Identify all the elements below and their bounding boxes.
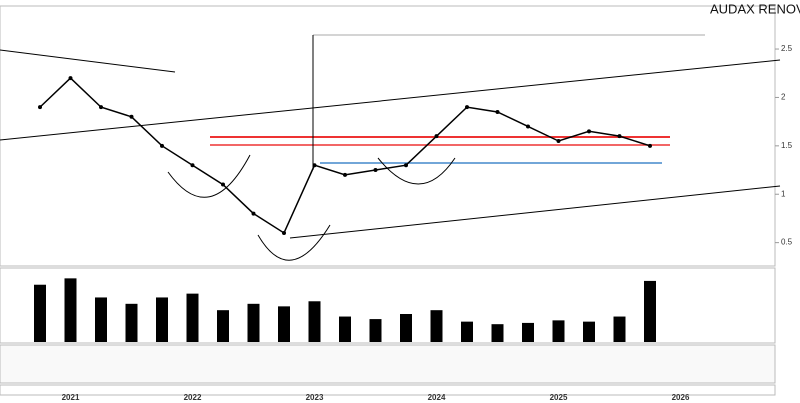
volume-bar [613, 316, 626, 342]
volume-bar [552, 320, 565, 342]
price-point [160, 143, 164, 148]
volume-bar [125, 303, 138, 342]
volume-bar [583, 321, 595, 342]
price-point [251, 211, 256, 216]
volume-bar [34, 284, 46, 342]
price-point [434, 134, 439, 139]
volume-bar [522, 322, 534, 342]
pattern-arc [167, 154, 251, 198]
price-point [648, 143, 652, 148]
price-point [495, 109, 500, 114]
x-tick-label: 2026 [672, 393, 690, 402]
volume-bar [644, 280, 656, 342]
oscillator-panel [0, 344, 776, 384]
price-point [312, 163, 317, 168]
volume-bar [400, 314, 412, 342]
x-tick-label: 2023 [306, 393, 324, 402]
x-tick-label: 2024 [428, 393, 446, 402]
x-tick-label: 2022 [184, 393, 202, 402]
trend-line [289, 185, 781, 239]
volume-bar [369, 319, 382, 342]
price-point [190, 163, 195, 168]
price-point [526, 124, 530, 129]
x-tick-label: 2025 [550, 393, 568, 402]
price-point [373, 168, 378, 173]
y-tick-label: 2 [781, 93, 786, 102]
volume-bar [156, 297, 168, 342]
price-point [221, 182, 225, 187]
volume-bar [186, 293, 199, 342]
volume-bar [461, 321, 473, 342]
trend-line [0, 59, 781, 141]
volume-bar [95, 297, 107, 342]
signal-panel [0, 384, 776, 396]
volume-bar [64, 278, 77, 342]
y-tick-label: 1.5 [781, 141, 793, 150]
price-point [343, 172, 347, 177]
volume-bar [217, 310, 229, 342]
price-point [68, 76, 73, 81]
price-point [404, 163, 408, 168]
volume-bar [247, 303, 260, 342]
price-point [38, 105, 42, 110]
y-tick-label: 1 [781, 189, 786, 198]
volume-bar [278, 306, 290, 342]
volume-panel [0, 267, 776, 344]
volume-bar [491, 324, 504, 342]
y-tick-label: 2.5 [781, 44, 793, 53]
price-panel [0, 5, 776, 267]
price-point [556, 139, 561, 143]
price-point [129, 114, 134, 119]
price-point [99, 105, 103, 110]
price-point [465, 105, 469, 110]
pattern-arc [257, 224, 331, 261]
y-tick-label: 0.5 [781, 238, 793, 247]
price-point [617, 134, 622, 139]
price-point [587, 129, 591, 134]
trend-line [0, 49, 176, 73]
chart-title: AUDAX RENOV [710, 1, 800, 16]
volume-bar [308, 301, 321, 342]
volume-bar [339, 316, 351, 342]
price-point [282, 230, 286, 235]
x-tick-label: 2021 [62, 393, 80, 402]
volume-bar [430, 310, 443, 342]
